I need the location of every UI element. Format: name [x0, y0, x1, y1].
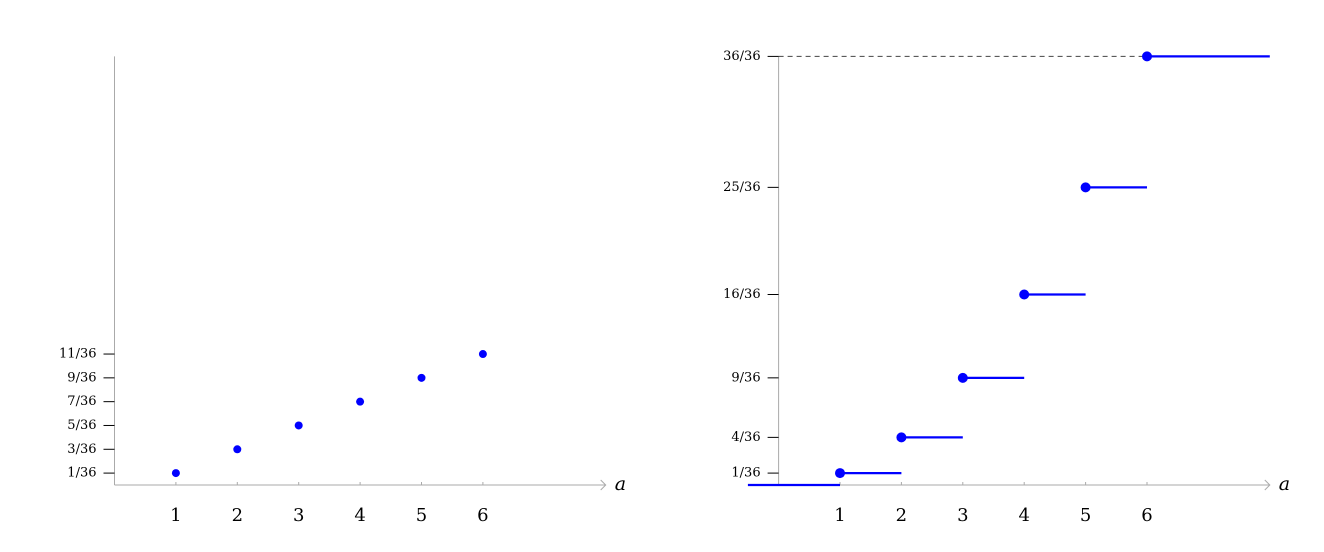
x-tick-label: 3 [293, 505, 304, 526]
x-tick-label: 2 [232, 505, 243, 526]
x-tick-label: 1 [170, 505, 181, 526]
y-tick-label: 3/36 [67, 442, 96, 457]
x-tick-label: 6 [1141, 505, 1152, 526]
x-tick-label: 4 [354, 505, 365, 526]
x-tick-label: 3 [957, 505, 968, 526]
x-tick-label: 6 [477, 505, 488, 526]
y-tick-label: 36/36 [723, 49, 760, 64]
x-axis-arrow [1264, 479, 1271, 491]
y-tick-label: 25/36 [723, 180, 760, 195]
x-tick-label: 5 [416, 505, 427, 526]
x-axis-label: a [1279, 473, 1290, 495]
y-tick-label: 11/36 [59, 347, 96, 362]
y-tick-label: 9/36 [67, 370, 96, 385]
point [1142, 51, 1152, 62]
point [294, 421, 303, 430]
point [1080, 182, 1091, 193]
x-tick-label: 1 [834, 505, 845, 526]
point [171, 469, 180, 478]
x-axis-label: a [615, 473, 626, 495]
point [233, 445, 242, 454]
x-axis-arrow [600, 479, 607, 491]
x-tick-label: 4 [1018, 505, 1029, 526]
x-tick-label: 5 [1080, 505, 1091, 526]
x-tick-label: 2 [896, 505, 907, 526]
point [417, 373, 426, 382]
point [1019, 289, 1030, 300]
point [478, 350, 487, 359]
y-tick-label: 1/36 [731, 466, 760, 481]
point [896, 432, 907, 443]
y-tick-label: 16/36 [723, 287, 760, 302]
point [356, 397, 365, 406]
y-tick-label: 5/36 [67, 418, 96, 433]
y-tick-label: 4/36 [731, 430, 760, 445]
y-tick-label: 1/36 [67, 466, 96, 481]
point [957, 372, 968, 383]
y-tick-label: 7/36 [67, 394, 96, 409]
y-tick-label: 9/36 [731, 370, 760, 385]
point [835, 468, 845, 479]
